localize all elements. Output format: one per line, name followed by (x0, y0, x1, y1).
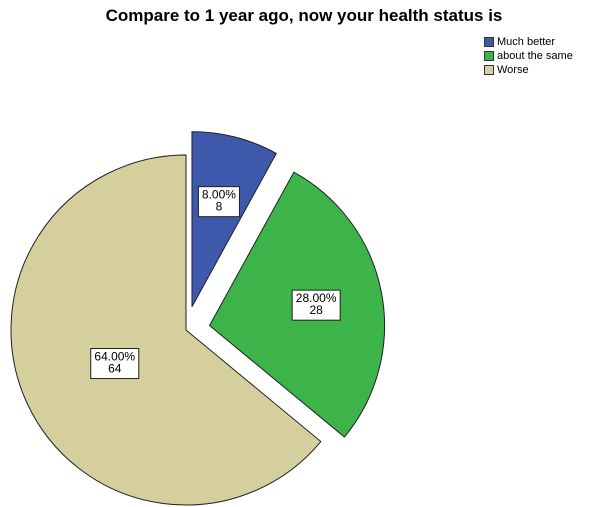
legend-label-about-the-same: about the same (497, 50, 573, 62)
data-label-count: 8 (216, 200, 223, 214)
data-label-about-the-same: 28.00%28 (291, 289, 341, 321)
legend-item-about-the-same: about the same (484, 49, 573, 63)
legend-swatch-about-the-same (484, 51, 494, 61)
data-label-box (197, 186, 240, 218)
legend-swatch-worse (484, 65, 494, 75)
legend-item-much-better: Much better (484, 35, 573, 49)
data-label-percent: 8.00% (202, 188, 236, 202)
chart-title: Compare to 1 year ago, now your health s… (105, 6, 503, 25)
legend: Much better about the same Worse (484, 35, 573, 77)
legend-item-worse: Worse (484, 63, 573, 77)
legend-label-much-better: Much better (497, 36, 556, 48)
data-label-box (90, 348, 140, 380)
data-label-worse: 64.00%64 (90, 348, 140, 380)
data-label-box (291, 289, 341, 321)
legend-label-worse: Worse (497, 64, 529, 76)
legend-swatch-much-better (484, 37, 494, 47)
data-label-count: 64 (108, 362, 122, 376)
data-label-much-better: 8.00%8 (197, 186, 240, 218)
data-label-percent: 64.00% (94, 350, 135, 364)
data-label-count: 28 (309, 303, 323, 317)
pie-slice-worse (10, 154, 322, 506)
data-label-percent: 28.00% (296, 291, 337, 305)
pie-slice-much-better (191, 131, 277, 307)
